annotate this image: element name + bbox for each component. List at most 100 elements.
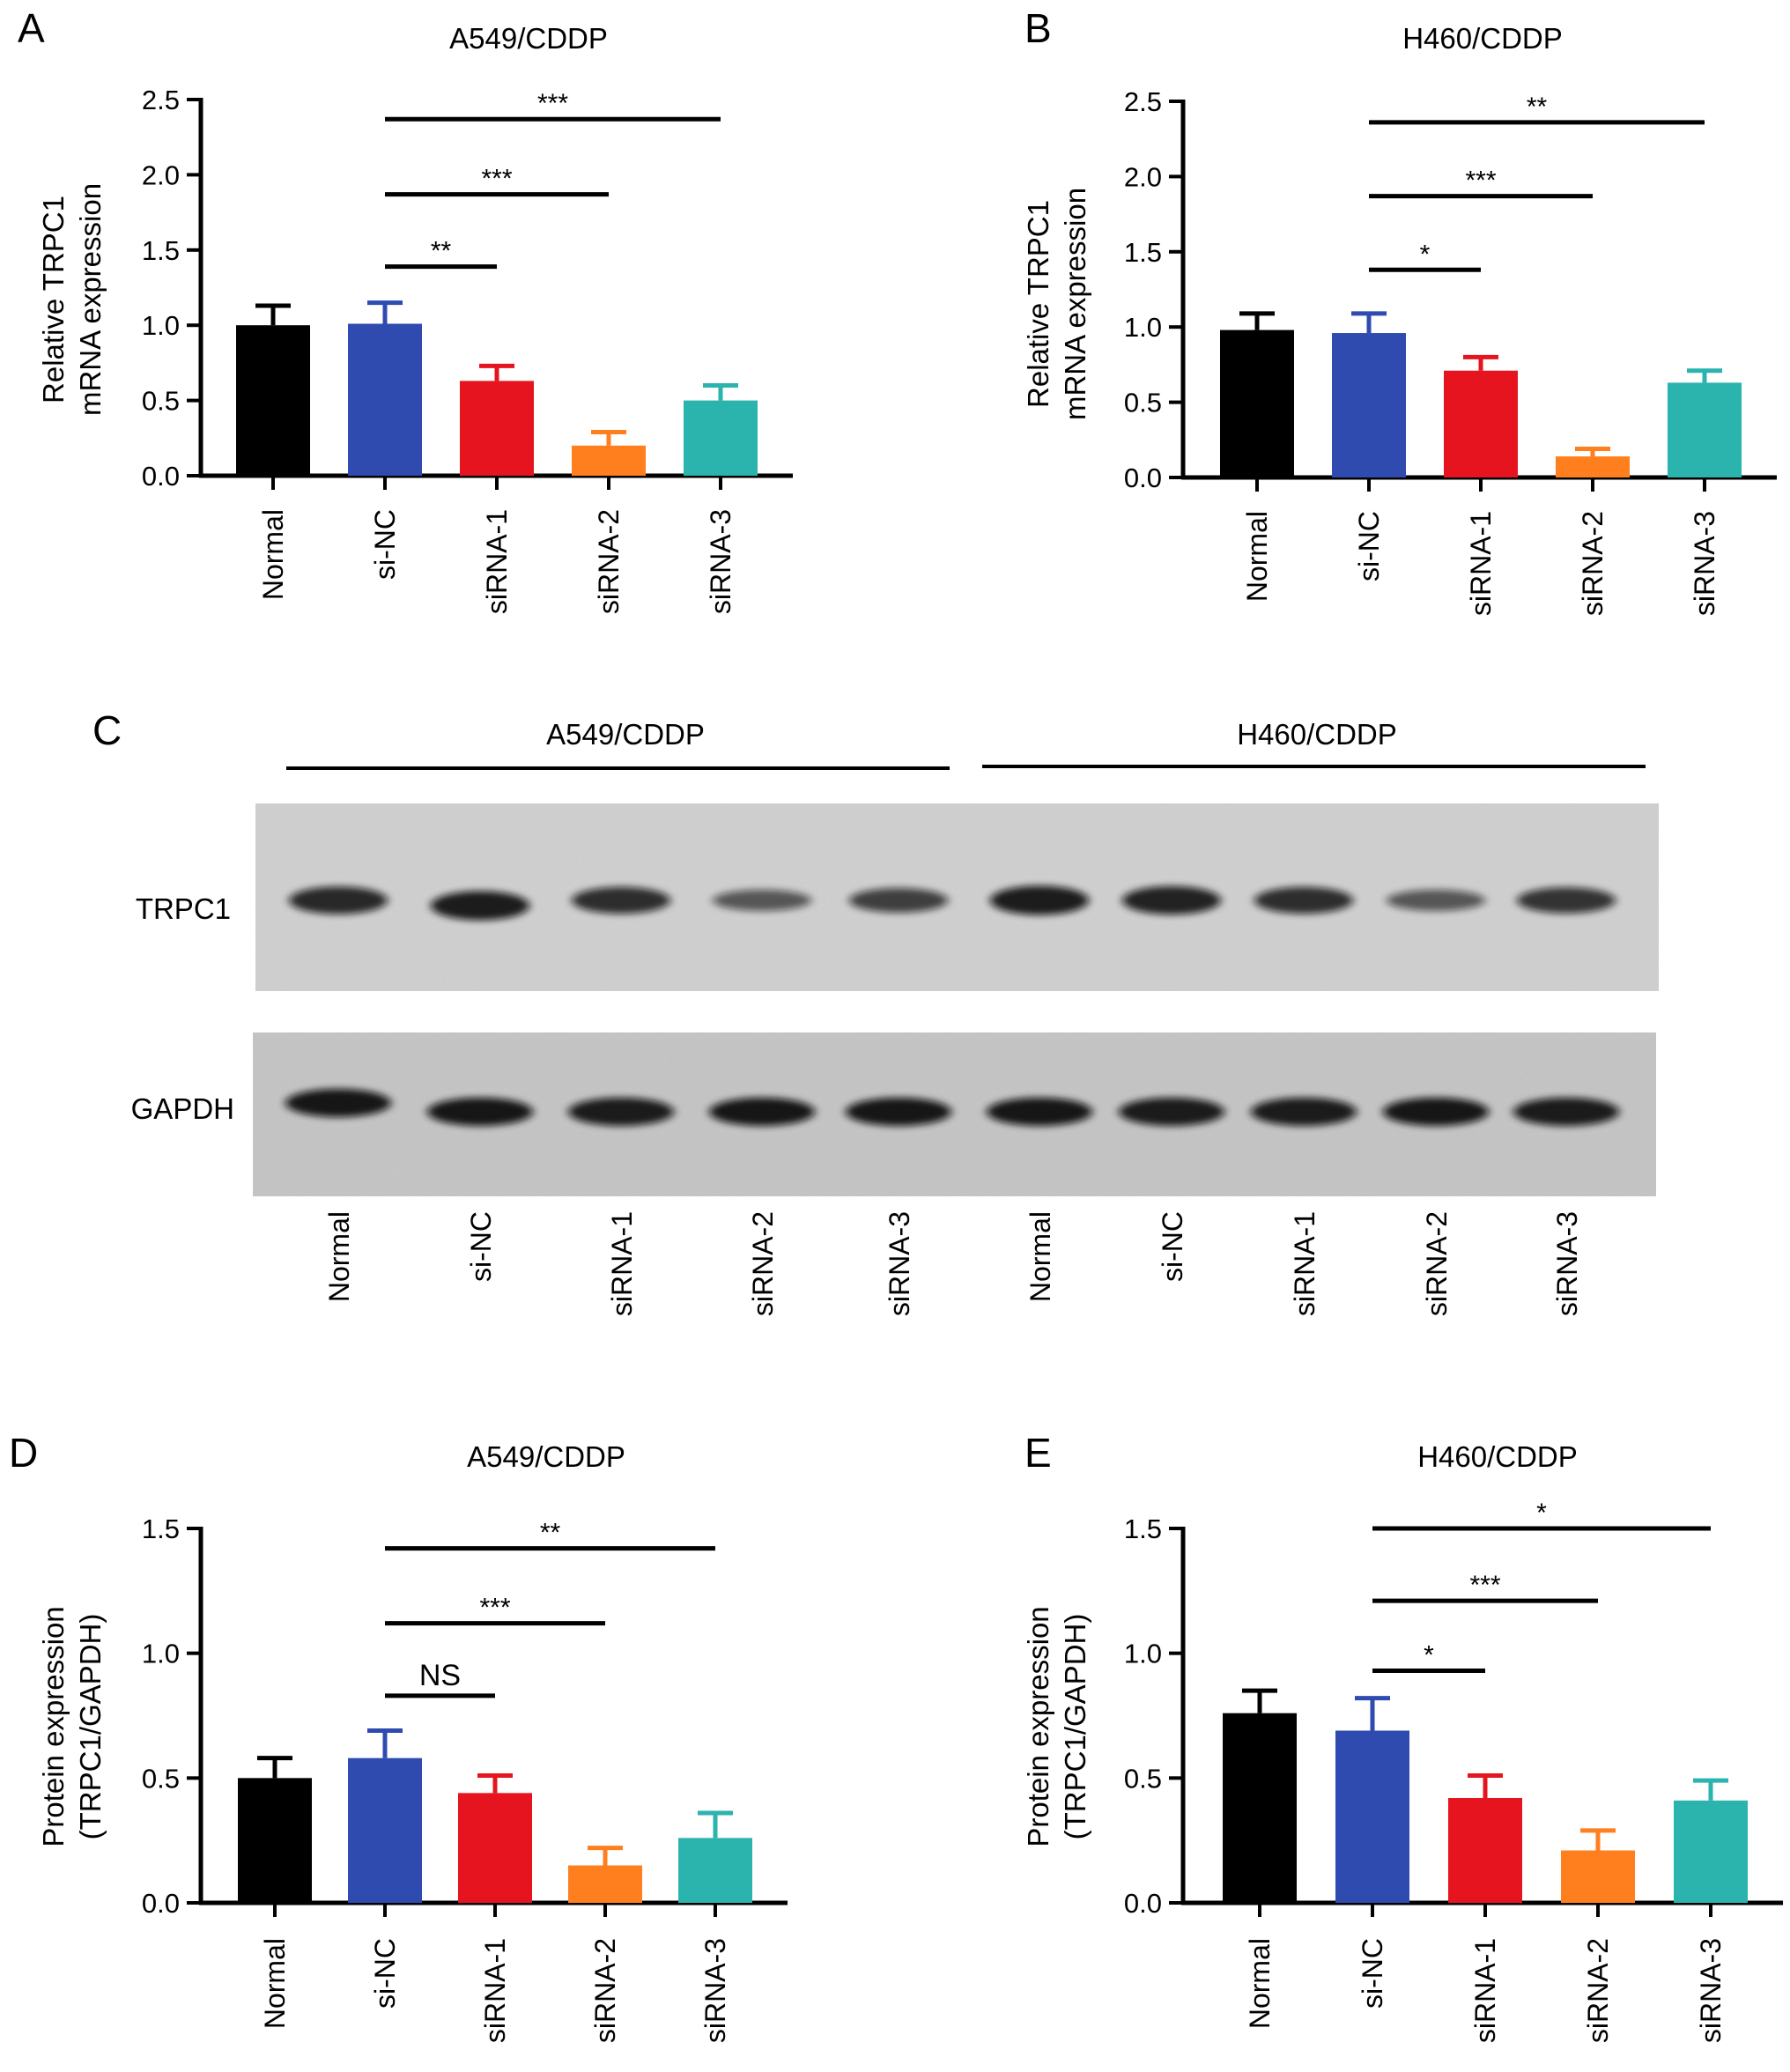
chart-e-bar [1223, 1713, 1297, 1903]
chart-b-ytick-label: 2.5 [1124, 86, 1162, 117]
chart-d-category-label: siRNA-2 [589, 1938, 621, 2043]
blot-band-gapdh [1383, 1098, 1489, 1126]
chart-d-ytick-label: 0.0 [142, 1888, 180, 1919]
blot-band-gapdh [709, 1098, 815, 1126]
chart-a-ytick-label: 2.5 [142, 85, 180, 115]
panel-label-e: E [1024, 1430, 1052, 1476]
chart-e-category-label: siRNA-1 [1469, 1938, 1501, 2043]
chart-a-bar [348, 323, 422, 476]
blot-band-trpc1 [713, 889, 811, 912]
chart-e-ylabel: Protein expression (TRPC1/GAPDH) [1022, 1606, 1091, 1846]
western-blot-panel: A549/CDDP H460/CDDP TRPC1 GAPDH Normal si… [131, 718, 1659, 1316]
chart-e-ytick-label: 0.0 [1124, 1888, 1162, 1919]
chart-d-bar [348, 1758, 422, 1903]
chart-b-ylabel-line: Relative TRPC1 [1022, 200, 1054, 408]
chart-e-ytick-label: 1.5 [1124, 1513, 1162, 1544]
chart-d-category-label: si-NC [369, 1938, 401, 2009]
blot-band-trpc1 [990, 885, 1089, 915]
chart-a-bar [236, 325, 310, 476]
chart-d-ylabel-line: (TRPC1/GAPDH) [74, 1614, 107, 1840]
blot-band-gapdh [1251, 1098, 1357, 1126]
chart-b-significance-label: ** [1527, 92, 1548, 122]
chart-a-title: A549/CDDP [449, 22, 608, 55]
chart-d-title: A549/CDDP [467, 1440, 625, 1473]
panel-label-c: C [92, 707, 122, 753]
chart-e-ylabel-line: Protein expression [1022, 1606, 1054, 1846]
blot-lane-label: si-NC [465, 1211, 497, 1282]
blot-band-trpc1 [1122, 885, 1221, 915]
blot-band-gapdh [1119, 1098, 1224, 1126]
chart-e-bar [1448, 1798, 1522, 1903]
chart-d-bar [678, 1838, 752, 1903]
chart-a-category-label: Normal [257, 509, 289, 600]
blot-band-gapdh [987, 1098, 1092, 1126]
chart-d-bar [458, 1793, 532, 1903]
chart-b-significance-label: * [1420, 240, 1431, 269]
chart-b-category-label: si-NC [1353, 511, 1385, 581]
chart-a-category-label: si-NC [369, 509, 401, 580]
chart-d-category-label: siRNA-1 [479, 1938, 511, 2043]
chart-d-ylabel: Protein expression (TRPC1/GAPDH) [37, 1606, 107, 1846]
chart-e-ylabel-line: (TRPC1/GAPDH) [1059, 1614, 1091, 1840]
chart-a-mrna-a549: A549/CDDP Relative TRPC1 mRNA expression 0.… [37, 22, 793, 614]
chart-d-ytick-label: 1.5 [142, 1513, 180, 1544]
blot-band-gapdh [568, 1098, 674, 1126]
blot-band-gapdh [846, 1098, 951, 1126]
blot-band-trpc1 [572, 886, 670, 914]
panel-label-b: B [1024, 5, 1052, 51]
blot-row-label-gapdh: GAPDH [131, 1092, 234, 1125]
chart-e-significance-label: * [1424, 1641, 1434, 1670]
blot-lane-label: siRNA-2 [747, 1211, 779, 1316]
chart-a-ytick-label: 0.5 [142, 386, 180, 417]
blot-lane-labels: Normal si-NC siRNA-1 siRNA-2 siRNA-3 Normal si… [323, 1211, 1583, 1316]
chart-d-ytick-label: 0.5 [142, 1763, 180, 1794]
chart-e-category-label: si-NC [1357, 1938, 1388, 2009]
chart-e-significance-label: * [1536, 1498, 1547, 1528]
blot-lane-label: siRNA-3 [1551, 1211, 1583, 1316]
chart-b-mrna-h460: H460/CDDP Relative TRPC1 mRNA expression 0.… [1022, 22, 1777, 616]
chart-d-significance-label: *** [479, 1594, 510, 1623]
blot-bands [285, 885, 1619, 1126]
chart-a-ytick-label: 0.0 [142, 461, 180, 492]
blot-row-label-trpc1: TRPC1 [136, 892, 231, 925]
blot-lane-label: siRNA-1 [1289, 1211, 1320, 1316]
chart-e-category-label: siRNA-2 [1582, 1938, 1614, 2043]
chart-b-category-label: siRNA-2 [1577, 511, 1609, 616]
chart-e-category-label: Normal [1244, 1938, 1276, 2029]
chart-b-bar [1556, 456, 1630, 477]
chart-a-ytick-label: 1.5 [142, 235, 180, 266]
blot-band-gapdh [427, 1098, 533, 1126]
chart-d-ytick-label: 1.0 [142, 1639, 180, 1669]
blot-lane-label: Normal [323, 1211, 355, 1302]
chart-b-ylabel: Relative TRPC1 mRNA expression [1022, 188, 1091, 420]
chart-b-title: H460/CDDP [1402, 22, 1563, 55]
chart-b-bar [1444, 370, 1518, 477]
blot-lane-label: siRNA-3 [884, 1211, 915, 1316]
chart-d-category-label: Normal [259, 1938, 291, 2029]
blot-band-trpc1 [849, 888, 948, 913]
chart-e-ytick-label: 0.5 [1124, 1763, 1162, 1794]
chart-d-category-label: siRNA-3 [699, 1938, 731, 2043]
blot-lane-label: siRNA-2 [1421, 1211, 1453, 1316]
chart-e-category-label: siRNA-3 [1695, 1938, 1727, 2043]
chart-b-ytick-label: 1.5 [1124, 237, 1162, 268]
chart-a-ytick-label: 1.0 [142, 310, 180, 341]
chart-e-bar [1561, 1850, 1635, 1903]
chart-a-ylabel-line: mRNA expression [74, 183, 107, 416]
blot-band-trpc1 [289, 886, 388, 914]
panel-label-a: A [18, 5, 45, 51]
chart-e-title: H460/CDDP [1417, 1440, 1578, 1473]
blot-group-label-right: H460/CDDP [1237, 718, 1397, 751]
chart-d-significance-label: NS [419, 1659, 461, 1692]
chart-b-significance-label: *** [1465, 166, 1496, 196]
chart-a-significance-label: ** [431, 237, 452, 266]
chart-b-bar [1668, 382, 1742, 477]
blot-lane-label: siRNA-1 [606, 1211, 638, 1316]
chart-a-category-label: siRNA-2 [593, 509, 625, 614]
chart-b-ytick-label: 1.0 [1124, 312, 1162, 343]
chart-d-ylabel-line: Protein expression [37, 1606, 70, 1846]
chart-d-bar [238, 1778, 312, 1903]
blot-lane-label: Normal [1024, 1211, 1056, 1302]
chart-b-ylabel-line: mRNA expression [1059, 188, 1091, 420]
